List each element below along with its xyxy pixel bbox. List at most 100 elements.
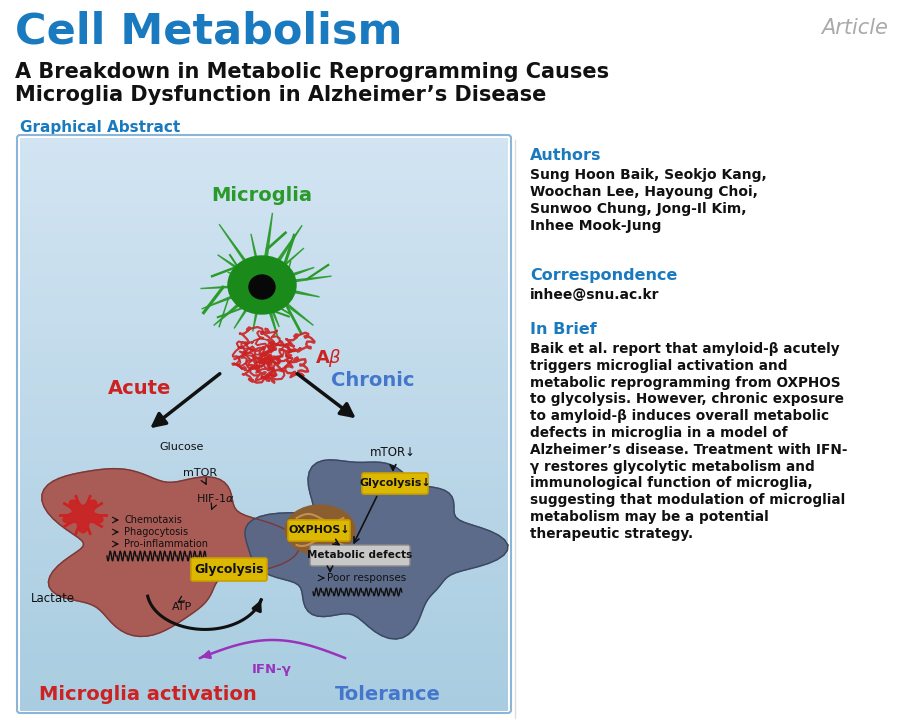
Bar	[20, 488, 508, 497]
Bar	[20, 703, 508, 711]
Bar	[20, 202, 508, 210]
Text: therapeutic strategy.: therapeutic strategy.	[530, 527, 693, 541]
Bar	[20, 502, 508, 511]
Text: to amyloid-β induces overall metabolic: to amyloid-β induces overall metabolic	[530, 409, 829, 423]
Text: Correspondence: Correspondence	[530, 268, 677, 283]
Text: Glycolysis↓: Glycolysis↓	[359, 478, 431, 488]
Bar	[20, 453, 508, 461]
Bar	[20, 467, 508, 475]
Polygon shape	[245, 460, 508, 639]
Text: A$\beta$: A$\beta$	[315, 347, 342, 369]
Bar	[20, 181, 508, 189]
Polygon shape	[262, 283, 319, 297]
Text: Inhee Mook-Jung: Inhee Mook-Jung	[530, 219, 662, 233]
Text: Glucose: Glucose	[160, 442, 205, 452]
Ellipse shape	[249, 275, 275, 299]
Bar	[20, 302, 508, 311]
Bar	[20, 524, 508, 532]
Text: OXPHOS↓: OXPHOS↓	[288, 525, 350, 535]
Bar	[20, 188, 508, 196]
Bar	[20, 474, 508, 482]
Polygon shape	[227, 272, 262, 286]
Text: Microglia activation: Microglia activation	[39, 685, 257, 704]
Bar	[20, 260, 508, 268]
Text: ATP: ATP	[172, 602, 192, 612]
Text: Metabolic defects: Metabolic defects	[308, 550, 413, 560]
Bar	[20, 388, 508, 396]
Bar	[20, 510, 508, 518]
Bar	[20, 274, 508, 282]
Bar	[20, 482, 508, 489]
Bar	[20, 195, 508, 203]
Bar	[20, 653, 508, 661]
Bar	[20, 160, 508, 168]
Bar	[20, 138, 508, 146]
Text: Baik et al. report that amyloid-β acutely: Baik et al. report that amyloid-β acutel…	[530, 342, 840, 356]
Bar	[20, 367, 508, 375]
Text: Alzheimer’s disease. Treatment with IFN-: Alzheimer’s disease. Treatment with IFN-	[530, 442, 847, 457]
Bar	[20, 210, 508, 218]
Polygon shape	[261, 284, 279, 327]
Bar	[20, 460, 508, 468]
Bar	[20, 403, 508, 411]
Bar	[20, 288, 508, 296]
Bar	[20, 574, 508, 582]
Bar	[20, 581, 508, 589]
Polygon shape	[262, 276, 331, 286]
Text: Sunwoo Chung, Jong-Il Kim,: Sunwoo Chung, Jong-Il Kim,	[530, 202, 747, 216]
Bar	[20, 238, 508, 247]
Bar	[20, 610, 508, 618]
Text: Microglia: Microglia	[212, 186, 312, 205]
Bar	[20, 667, 508, 675]
Bar	[20, 517, 508, 525]
Polygon shape	[234, 284, 263, 328]
Bar	[20, 638, 508, 646]
Text: A Breakdown in Metabolic Reprogramming Causes: A Breakdown in Metabolic Reprogramming C…	[15, 62, 609, 82]
Bar	[20, 596, 508, 604]
Text: Microglia Dysfunction in Alzheimer’s Disease: Microglia Dysfunction in Alzheimer’s Dis…	[15, 85, 547, 105]
Text: inhee@snu.ac.kr: inhee@snu.ac.kr	[530, 288, 660, 302]
Polygon shape	[200, 283, 262, 288]
Text: Woochan Lee, Hayoung Choi,: Woochan Lee, Hayoung Choi,	[530, 185, 757, 199]
Bar	[20, 531, 508, 539]
Text: immunological function of microglia,: immunological function of microglia,	[530, 476, 813, 490]
Bar	[20, 145, 508, 153]
Bar	[20, 353, 508, 361]
Polygon shape	[251, 234, 263, 286]
Text: triggers microglial activation and: triggers microglial activation and	[530, 359, 787, 373]
Ellipse shape	[285, 505, 355, 555]
Text: Acute: Acute	[109, 379, 172, 398]
Text: Glycolysis: Glycolysis	[195, 562, 263, 576]
Bar	[20, 381, 508, 389]
Polygon shape	[252, 285, 263, 332]
Bar	[20, 231, 508, 239]
Text: Lactate: Lactate	[31, 591, 75, 604]
Bar	[20, 166, 508, 175]
Bar	[20, 552, 508, 561]
Text: Cell Metabolism: Cell Metabolism	[15, 10, 403, 52]
Bar	[20, 431, 508, 440]
Bar	[20, 395, 508, 403]
Bar	[20, 309, 508, 317]
Polygon shape	[260, 284, 279, 339]
Bar	[20, 567, 508, 576]
Text: Graphical Abstract: Graphical Abstract	[20, 120, 180, 135]
Polygon shape	[261, 226, 302, 286]
Ellipse shape	[228, 256, 296, 314]
Bar	[20, 495, 508, 504]
Polygon shape	[262, 268, 314, 287]
Polygon shape	[202, 283, 262, 309]
Bar	[20, 631, 508, 640]
Bar	[20, 424, 508, 432]
Polygon shape	[62, 500, 103, 533]
Bar	[20, 217, 508, 225]
Text: γ restores glycolytic metabolism and: γ restores glycolytic metabolism and	[530, 460, 814, 474]
Bar	[20, 153, 508, 161]
Bar	[20, 445, 508, 453]
Bar	[20, 245, 508, 253]
Bar	[20, 624, 508, 633]
Polygon shape	[219, 224, 263, 286]
Text: In Brief: In Brief	[530, 322, 596, 337]
Bar	[20, 281, 508, 289]
Bar	[20, 346, 508, 354]
